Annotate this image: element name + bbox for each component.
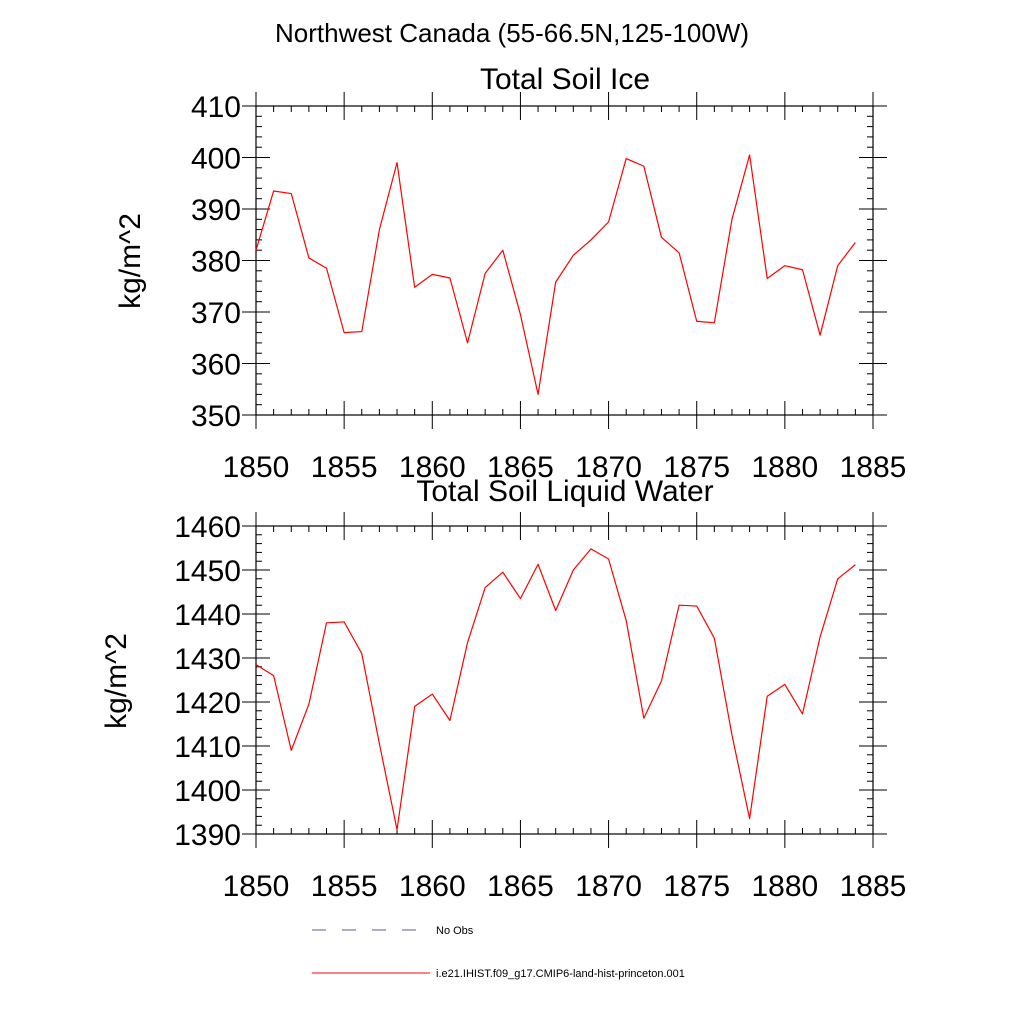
x-tick-label: 1885	[840, 870, 907, 903]
panel-title: Total Soil Ice	[480, 63, 650, 96]
y-tick-label: 360	[191, 349, 241, 382]
y-tick-label: 1430	[174, 643, 241, 676]
x-tick-label: 1850	[223, 451, 290, 484]
x-tick-label: 1865	[487, 451, 554, 484]
plot-frame	[255, 525, 874, 835]
y-tick-label: 410	[191, 91, 241, 124]
x-tick-label: 1855	[311, 451, 378, 484]
y-tick-label: 390	[191, 194, 241, 227]
x-tick-label: 1885	[840, 451, 907, 484]
x-tick-label: 1875	[663, 451, 730, 484]
y-tick-label: 370	[191, 297, 241, 330]
y-tick-label: 1460	[174, 511, 241, 544]
y-tick-label: 400	[191, 143, 241, 176]
x-tick-label: 1870	[575, 451, 642, 484]
plot-area: 1850 1855 1860 1865 1870 1875 1880 1885 1390 1400…	[174, 511, 906, 903]
plot-frame	[255, 105, 874, 416]
panel-total-soil-liquid-water: Total Soil Liquid Water kg/m^2 1850 1855 1…	[100, 475, 906, 903]
y-tick-label: 350	[191, 400, 241, 433]
y-tick-label: 1400	[174, 775, 241, 808]
y-tick-label: 1450	[174, 555, 241, 588]
y-axis-label: kg/m^2	[114, 213, 147, 309]
x-tick-label: 1860	[399, 870, 466, 903]
y-tick-label: 1390	[174, 819, 241, 852]
series-line	[255, 548, 856, 831]
y-tick-label: 1410	[174, 731, 241, 764]
x-tick-label: 1865	[487, 870, 554, 903]
x-tick-label: 1880	[751, 451, 818, 484]
series-line	[255, 154, 856, 395]
y-tick-label: 1420	[174, 687, 241, 720]
x-tick-label: 1850	[223, 870, 290, 903]
y-tick-label: 380	[191, 246, 241, 279]
x-tick-label: 1875	[663, 870, 730, 903]
x-tick-label: 1870	[575, 870, 642, 903]
figure-suptitle: Northwest Canada (55-66.5N,125-100W)	[275, 18, 749, 48]
y-tick-label: 1440	[174, 599, 241, 632]
panel-title: Total Soil Liquid Water	[416, 475, 713, 508]
legend-label-no-obs: No Obs	[436, 925, 474, 937]
legend: No Obs i.e21.IHIST.f09_g17.CMIP6-land-hi…	[312, 925, 685, 980]
x-tick-label: 1880	[751, 870, 818, 903]
x-tick-label: 1860	[399, 451, 466, 484]
panel-total-soil-ice: Total Soil Ice kg/m^2 1850 1855 1860 1865 18…	[114, 63, 906, 484]
x-tick-label: 1855	[311, 870, 378, 903]
legend-label-model: i.e21.IHIST.f09_g17.CMIP6-land-hist-prin…	[436, 968, 685, 980]
y-axis-label: kg/m^2	[100, 633, 133, 729]
plot-area: 1850 1855 1860 1865 1870 1875 1880 1885 350 360 37…	[191, 91, 906, 484]
